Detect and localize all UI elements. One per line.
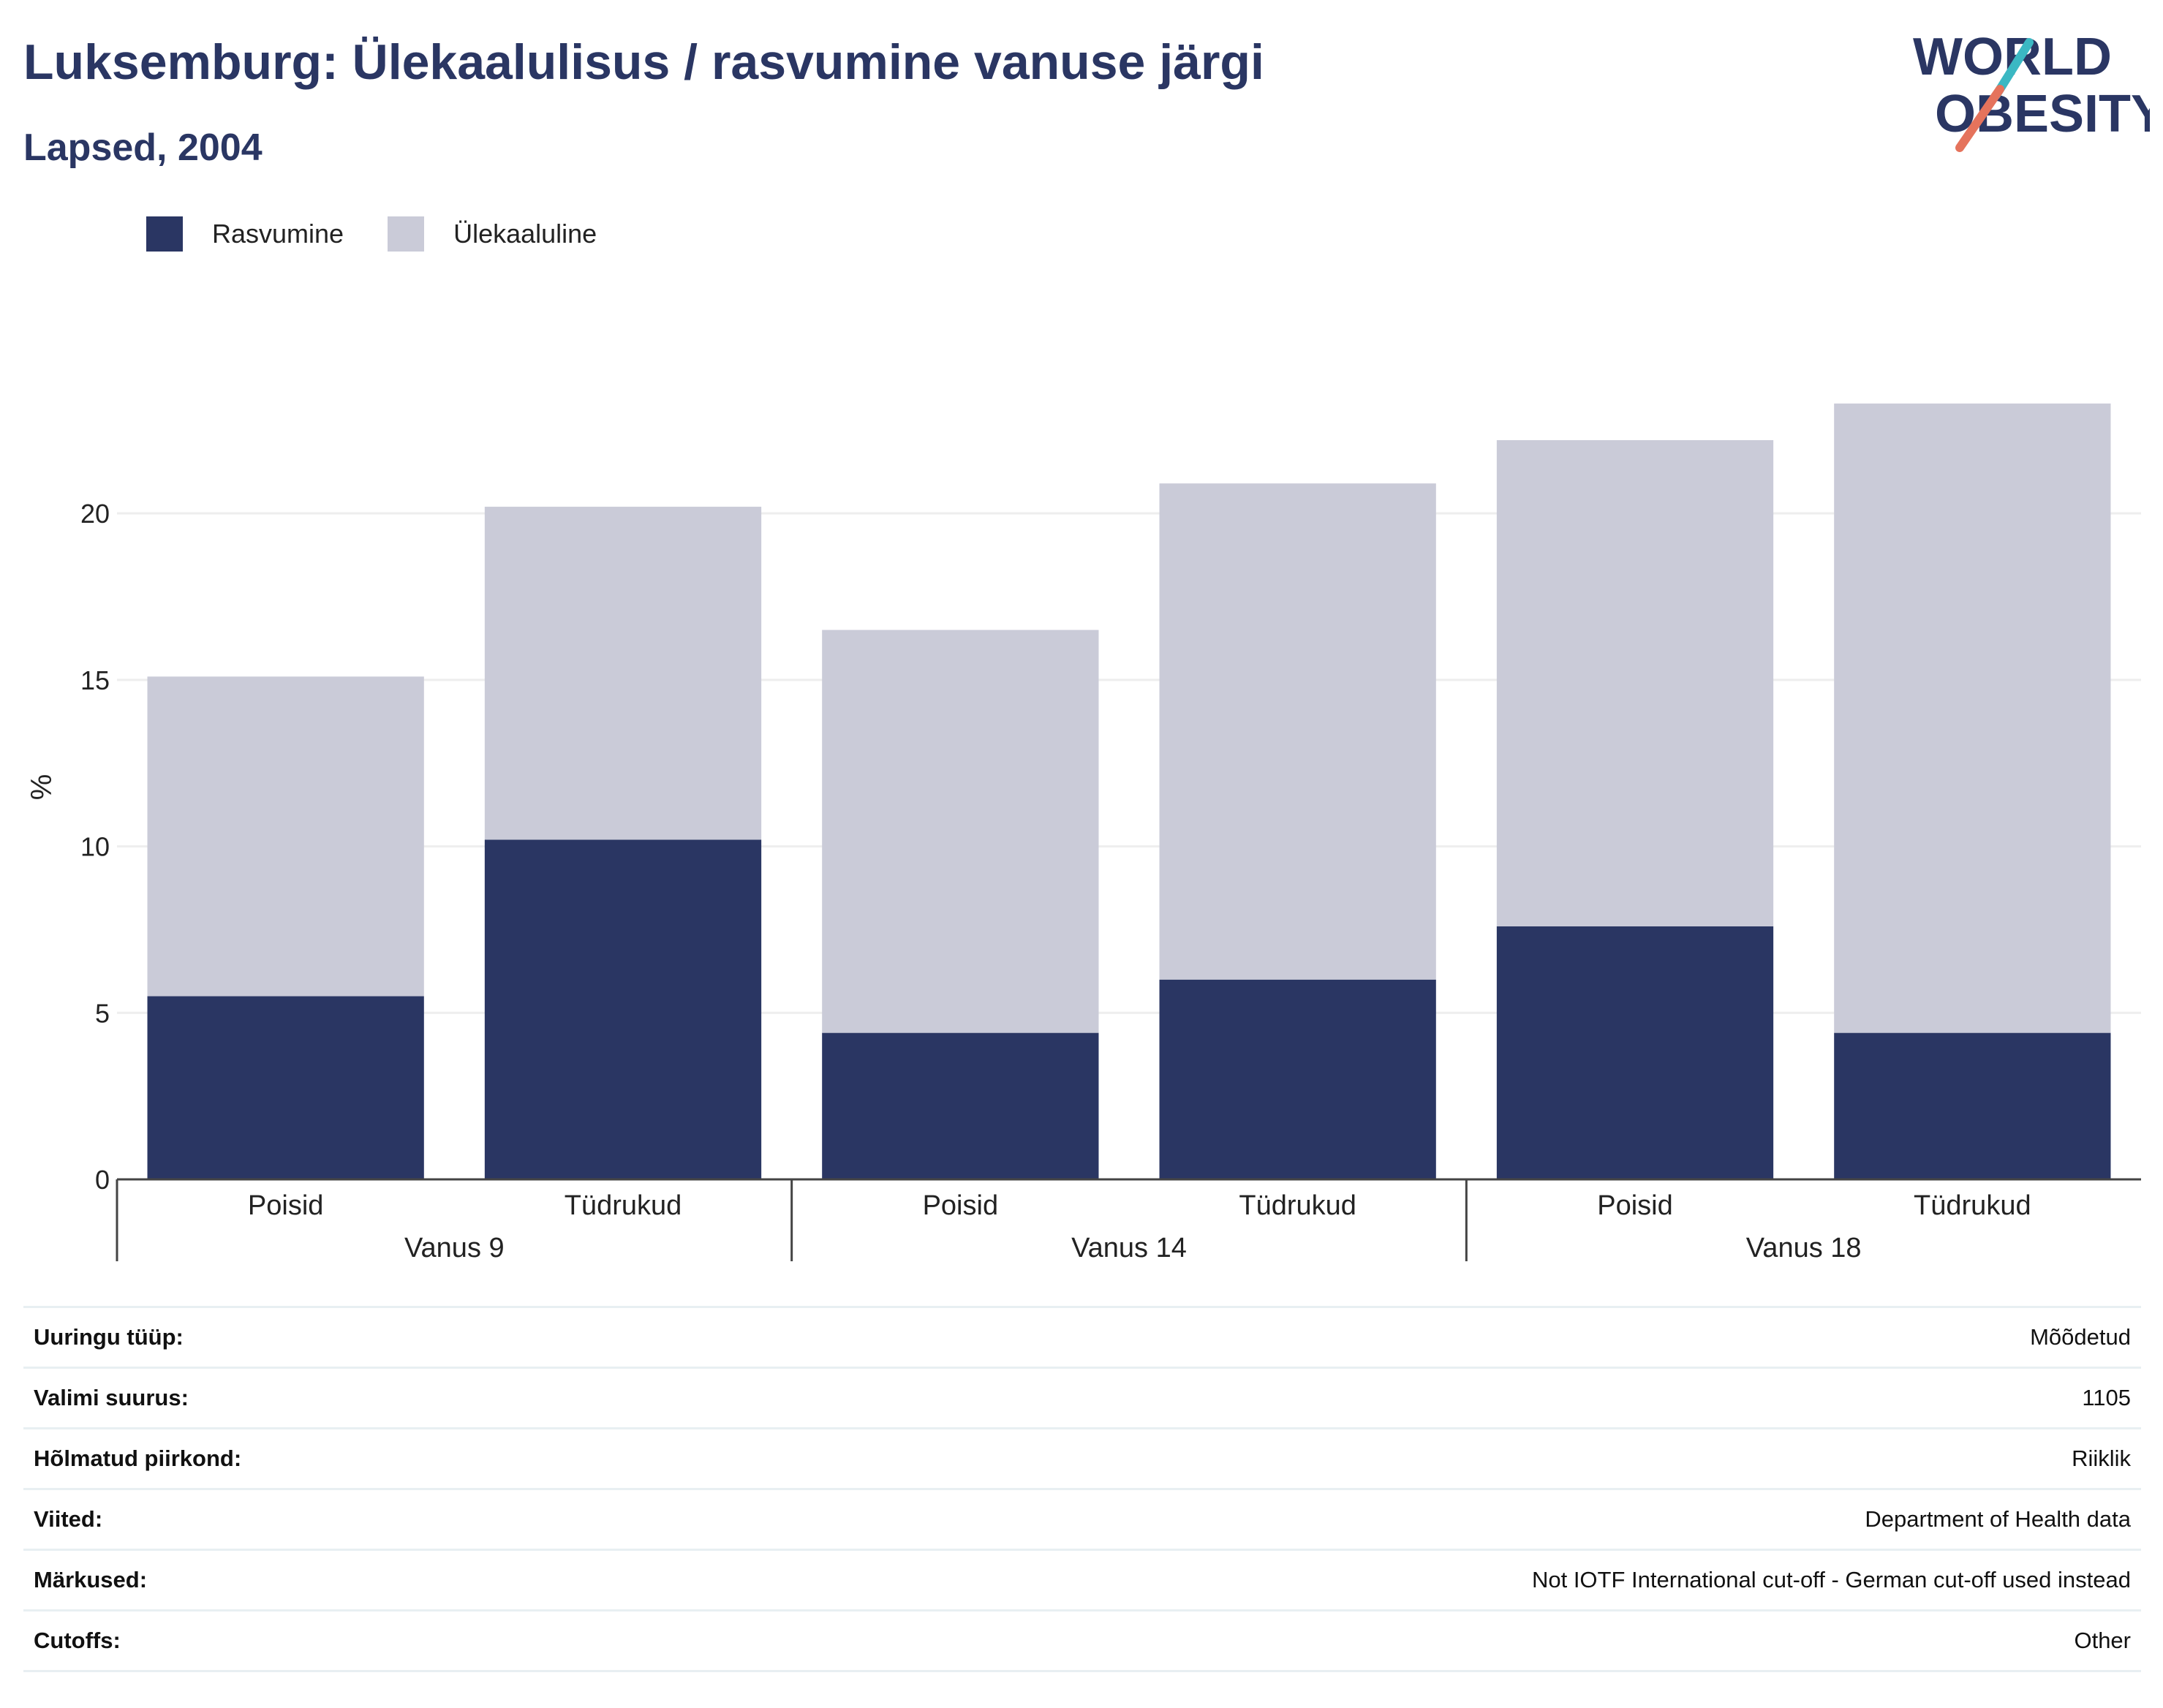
world-obesity-logo: WORLD OBESITY — [1913, 28, 2150, 152]
info-label: Hõlmatud piirkond: — [34, 1446, 242, 1471]
x-tick-label: Poisid — [923, 1190, 999, 1221]
legend-label-overweight: Ülekaaluline — [453, 219, 597, 249]
chart-legend: Rasvumine Ülekaaluline — [146, 216, 641, 252]
bar-overweight — [484, 507, 762, 840]
x-tick-label: Tüdrukud — [565, 1190, 682, 1221]
bar-obesity — [1159, 979, 1436, 1179]
info-table: Uuringu tüüp: Mõõdetud Valimi suurus: 1105 H… — [23, 1306, 2141, 1672]
chart-subtitle: Lapsed, 2004 — [23, 126, 263, 169]
legend-swatch-overweight — [388, 216, 425, 252]
x-tick-label: Poisid — [1597, 1190, 1673, 1221]
y-tick-label: 0 — [95, 1165, 110, 1195]
legend-item-overweight[interactable]: Ülekaaluline — [388, 216, 597, 252]
bar-overweight — [822, 630, 1099, 1033]
bar-obesity — [822, 1032, 1099, 1179]
info-row: Uuringu tüüp: Mõõdetud — [23, 1307, 2141, 1368]
bar-overweight — [1496, 439, 1774, 926]
bar-overweight — [147, 676, 424, 997]
info-row: Valimi suurus: 1105 — [23, 1367, 2141, 1429]
info-value: Department of Health data — [1865, 1506, 2131, 1532]
legend-label-obesity: Rasvumine — [212, 219, 344, 249]
stacked-bar-chart: 0 5 10 15 20% Poisid Tüdrukud Vanus 9 Poisid Tüdr… — [26, 403, 2141, 1263]
x-tick-label: Poisid — [248, 1190, 324, 1221]
info-label: Märkused: — [34, 1567, 148, 1592]
y-tick-label: 5 — [95, 998, 110, 1028]
y-tick-label: 10 — [80, 832, 110, 862]
info-row: Viited: Department of Health data — [23, 1489, 2141, 1550]
bar-overweight — [1159, 483, 1436, 980]
legend-swatch-obesity — [146, 216, 183, 252]
bar-overweight — [1834, 403, 2111, 1033]
info-row: Hõlmatud piirkond: Riiklik — [23, 1428, 2141, 1489]
info-value: Riiklik — [2072, 1446, 2131, 1471]
x-group-label: Vanus 9 — [404, 1233, 505, 1263]
info-row: Cutoffs: Other — [23, 1610, 2141, 1671]
info-label: Valimi suurus: — [34, 1385, 189, 1410]
bar-obesity — [1496, 926, 1774, 1179]
info-value: 1105 — [2082, 1385, 2131, 1410]
info-label: Viited: — [34, 1506, 103, 1532]
info-label: Cutoffs: — [34, 1628, 121, 1653]
info-value: Other — [2074, 1628, 2131, 1653]
y-tick-label: 15 — [80, 665, 110, 695]
x-group-label: Vanus 18 — [1746, 1233, 1862, 1263]
bar-obesity — [1834, 1032, 2111, 1179]
info-row: Märkused: Not IOTF International cut-off … — [23, 1549, 2141, 1611]
logo-coral-stroke — [1955, 85, 2004, 152]
x-group-label: Vanus 14 — [1071, 1233, 1187, 1263]
bar-obesity — [147, 996, 424, 1179]
info-value: Not IOTF International cut-off - German … — [1531, 1567, 2131, 1592]
y-axis-label: % — [26, 774, 58, 801]
info-label: Uuringu tüüp: — [34, 1324, 184, 1350]
x-tick-label: Tüdrukud — [1239, 1190, 1356, 1221]
info-value: Mõõdetud — [2030, 1324, 2131, 1350]
chart-title: Luksemburg: Ülekaalulisus / rasvumine va… — [23, 34, 1264, 90]
legend-item-obesity[interactable]: Rasvumine — [146, 216, 344, 252]
bar-obesity — [484, 839, 762, 1179]
x-tick-label: Tüdrukud — [1914, 1190, 2031, 1221]
y-tick-label: 20 — [80, 499, 110, 529]
